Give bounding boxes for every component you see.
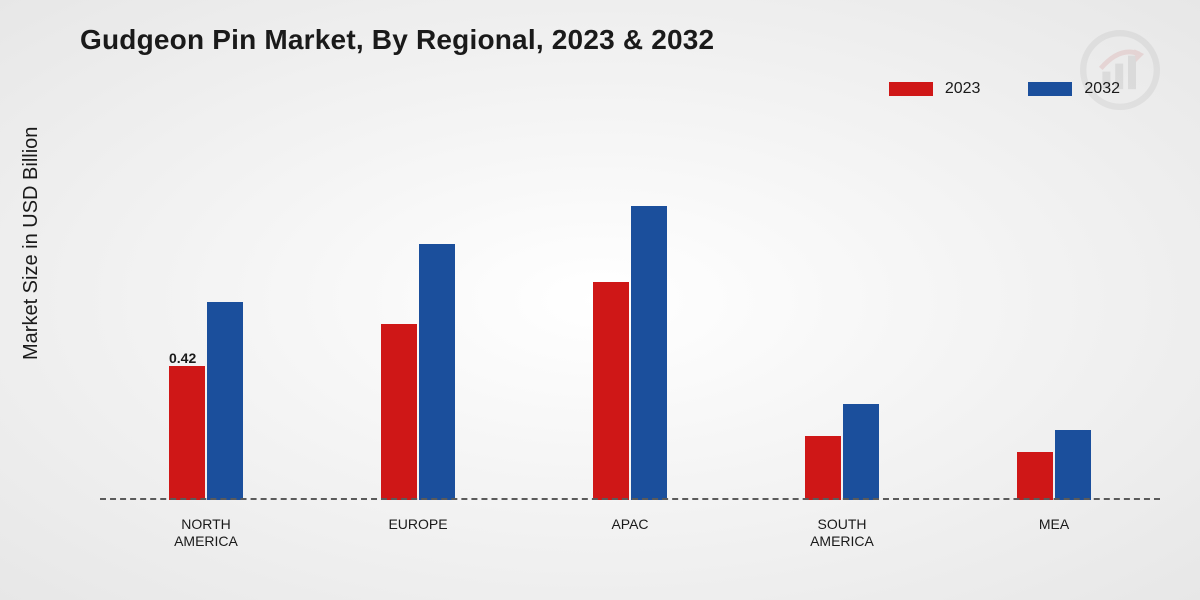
x-axis-labels: NORTH AMERICA EUROPE APAC SOUTH AMERICA … [100, 516, 1160, 550]
y-axis-label: Market Size in USD Billion [20, 127, 43, 360]
bar-group-south-america [736, 180, 948, 500]
chart-title: Gudgeon Pin Market, By Regional, 2023 & … [80, 24, 714, 56]
x-label: APAC [524, 516, 736, 550]
bar-2032 [419, 244, 455, 500]
legend-label-2023: 2023 [945, 80, 981, 98]
legend-item-2032: 2032 [1028, 80, 1120, 98]
bar-2032 [207, 302, 243, 500]
bar-wrap: 0.42 [169, 366, 205, 500]
x-axis-baseline [100, 498, 1160, 500]
bar-2032 [631, 206, 667, 500]
x-label: EUROPE [312, 516, 524, 550]
legend-label-2032: 2032 [1084, 80, 1120, 98]
chart-canvas: Gudgeon Pin Market, By Regional, 2023 & … [0, 0, 1200, 600]
logo-icon [1080, 30, 1160, 110]
x-label: NORTH AMERICA [100, 516, 312, 550]
x-label: MEA [948, 516, 1160, 550]
bar-2032 [1055, 430, 1091, 500]
legend-item-2023: 2023 [889, 80, 981, 98]
bar-2032 [843, 404, 879, 500]
bar-2023 [1017, 452, 1053, 500]
bar-2023 [805, 436, 841, 500]
x-label: SOUTH AMERICA [736, 516, 948, 550]
bar-2023 [593, 282, 629, 500]
bar-group-mea [948, 180, 1160, 500]
bar-group-north-america: 0.42 [100, 180, 312, 500]
bar-value-label: 0.42 [169, 350, 196, 366]
bar-2023 [169, 366, 205, 500]
watermark-logo [1080, 30, 1160, 110]
legend-swatch-2023 [889, 82, 933, 96]
bar-groups: 0.42 [100, 180, 1160, 500]
plot-area: 0.42 [100, 180, 1160, 500]
bar-group-apac [524, 180, 736, 500]
bar-2023 [381, 324, 417, 500]
legend: 2023 2032 [889, 80, 1120, 98]
bar-group-europe [312, 180, 524, 500]
legend-swatch-2032 [1028, 82, 1072, 96]
